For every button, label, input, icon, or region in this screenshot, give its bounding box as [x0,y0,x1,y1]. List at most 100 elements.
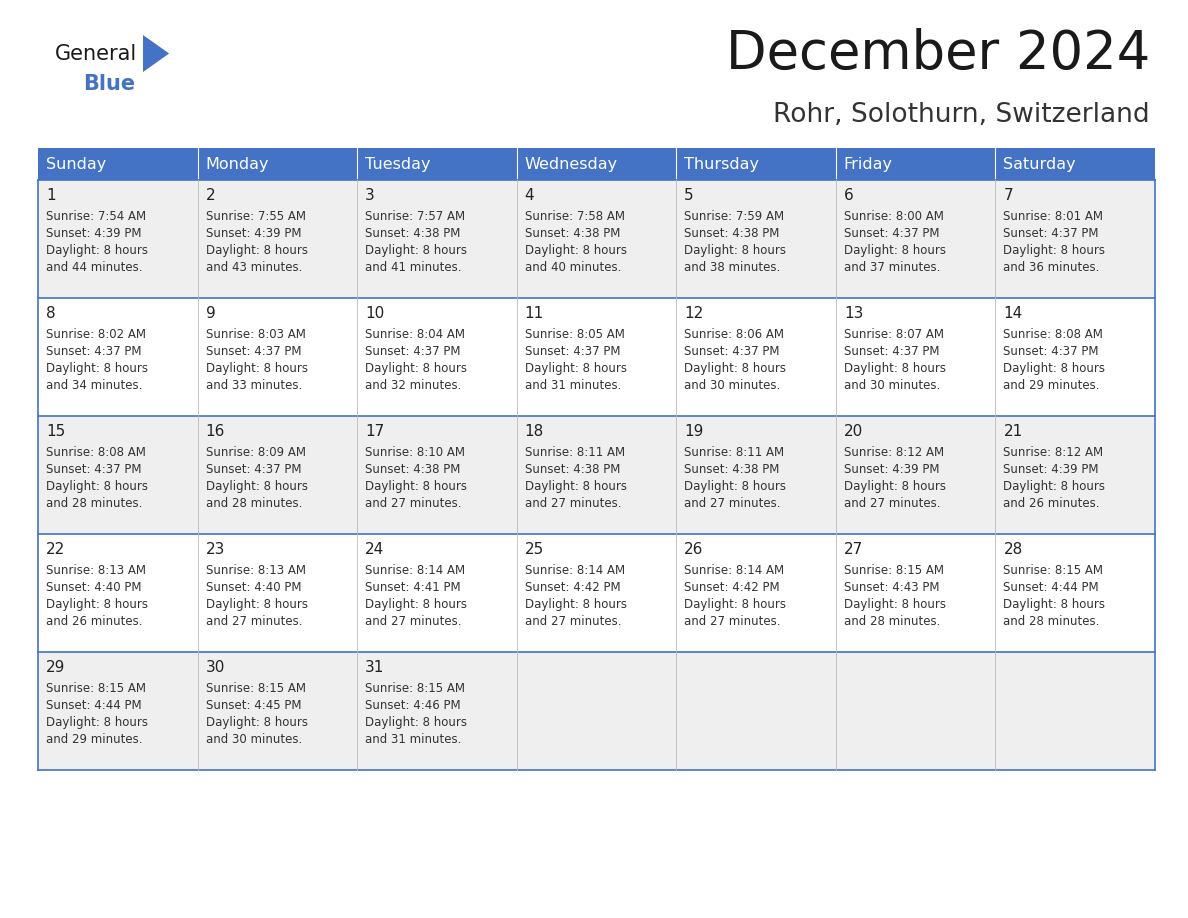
Text: Sunset: 4:37 PM: Sunset: 4:37 PM [525,345,620,358]
Text: and 30 minutes.: and 30 minutes. [684,379,781,392]
Text: Sunset: 4:39 PM: Sunset: 4:39 PM [46,227,141,240]
Text: Sunset: 4:37 PM: Sunset: 4:37 PM [843,345,940,358]
Text: December 2024: December 2024 [726,28,1150,80]
Text: 3: 3 [365,188,375,203]
Text: Sunrise: 7:55 AM: Sunrise: 7:55 AM [206,210,305,223]
Bar [836,148,996,180]
Text: and 26 minutes.: and 26 minutes. [46,615,143,628]
Text: Sunrise: 8:15 AM: Sunrise: 8:15 AM [46,682,146,695]
Text: Sunrise: 8:15 AM: Sunrise: 8:15 AM [206,682,305,695]
Text: Daylight: 8 hours: Daylight: 8 hours [525,362,627,375]
Text: and 32 minutes.: and 32 minutes. [365,379,461,392]
Text: Sunset: 4:46 PM: Sunset: 4:46 PM [365,699,461,712]
Text: 12: 12 [684,306,703,321]
Text: Sunset: 4:37 PM: Sunset: 4:37 PM [206,345,301,358]
Text: Sunset: 4:37 PM: Sunset: 4:37 PM [46,345,141,358]
Text: and 37 minutes.: and 37 minutes. [843,261,940,274]
Text: and 27 minutes.: and 27 minutes. [843,497,941,510]
Text: and 28 minutes.: and 28 minutes. [46,497,143,510]
Text: Daylight: 8 hours: Daylight: 8 hours [206,598,308,611]
Text: Sunset: 4:38 PM: Sunset: 4:38 PM [525,227,620,240]
Text: Daylight: 8 hours: Daylight: 8 hours [525,598,627,611]
Bar [38,652,1155,770]
Text: 27: 27 [843,542,864,557]
Bar [38,534,1155,652]
Text: Sunset: 4:39 PM: Sunset: 4:39 PM [1004,463,1099,476]
Text: 16: 16 [206,424,225,439]
Text: 19: 19 [684,424,703,439]
Text: Daylight: 8 hours: Daylight: 8 hours [1004,362,1105,375]
Text: Friday: Friday [843,156,893,172]
Text: and 30 minutes.: and 30 minutes. [843,379,940,392]
Text: Sunset: 4:38 PM: Sunset: 4:38 PM [365,227,461,240]
Text: 21: 21 [1004,424,1023,439]
Text: Sunrise: 8:02 AM: Sunrise: 8:02 AM [46,328,146,341]
Text: Sunrise: 8:12 AM: Sunrise: 8:12 AM [843,446,944,459]
Text: 7: 7 [1004,188,1013,203]
Bar [517,148,676,180]
Text: Rohr, Solothurn, Switzerland: Rohr, Solothurn, Switzerland [773,102,1150,128]
Bar [38,148,197,180]
Text: Daylight: 8 hours: Daylight: 8 hours [46,598,148,611]
Text: Sunrise: 8:06 AM: Sunrise: 8:06 AM [684,328,784,341]
Text: 6: 6 [843,188,854,203]
Text: and 28 minutes.: and 28 minutes. [843,615,940,628]
Text: Sunrise: 8:15 AM: Sunrise: 8:15 AM [1004,564,1104,577]
Text: Daylight: 8 hours: Daylight: 8 hours [46,716,148,729]
Text: and 36 minutes.: and 36 minutes. [1004,261,1100,274]
Text: 1: 1 [46,188,56,203]
Text: Sunset: 4:43 PM: Sunset: 4:43 PM [843,581,940,594]
Text: 5: 5 [684,188,694,203]
Text: Sunrise: 8:03 AM: Sunrise: 8:03 AM [206,328,305,341]
Text: Sunset: 4:37 PM: Sunset: 4:37 PM [684,345,779,358]
Text: Sunrise: 8:07 AM: Sunrise: 8:07 AM [843,328,943,341]
Text: and 44 minutes.: and 44 minutes. [46,261,143,274]
Text: Sunset: 4:41 PM: Sunset: 4:41 PM [365,581,461,594]
Bar [38,180,1155,298]
Text: Sunset: 4:44 PM: Sunset: 4:44 PM [1004,581,1099,594]
Text: Daylight: 8 hours: Daylight: 8 hours [1004,480,1105,493]
Text: Sunset: 4:39 PM: Sunset: 4:39 PM [206,227,301,240]
Text: 31: 31 [365,660,385,675]
Text: Sunrise: 8:14 AM: Sunrise: 8:14 AM [525,564,625,577]
Text: Daylight: 8 hours: Daylight: 8 hours [206,716,308,729]
Text: Sunrise: 8:11 AM: Sunrise: 8:11 AM [525,446,625,459]
Text: Daylight: 8 hours: Daylight: 8 hours [843,598,946,611]
Text: Daylight: 8 hours: Daylight: 8 hours [843,480,946,493]
Text: and 31 minutes.: and 31 minutes. [365,733,461,746]
Text: and 30 minutes.: and 30 minutes. [206,733,302,746]
Text: Sunset: 4:45 PM: Sunset: 4:45 PM [206,699,301,712]
Text: and 29 minutes.: and 29 minutes. [1004,379,1100,392]
Text: and 43 minutes.: and 43 minutes. [206,261,302,274]
Text: 22: 22 [46,542,65,557]
Text: Sunrise: 8:14 AM: Sunrise: 8:14 AM [365,564,466,577]
Text: Sunset: 4:38 PM: Sunset: 4:38 PM [525,463,620,476]
Bar [996,148,1155,180]
Text: Blue: Blue [83,74,135,94]
Bar [38,298,1155,416]
Text: and 27 minutes.: and 27 minutes. [365,497,462,510]
Text: Sunset: 4:42 PM: Sunset: 4:42 PM [525,581,620,594]
Text: Sunset: 4:37 PM: Sunset: 4:37 PM [365,345,461,358]
Text: and 27 minutes.: and 27 minutes. [684,497,781,510]
Text: Sunset: 4:37 PM: Sunset: 4:37 PM [1004,345,1099,358]
Text: Daylight: 8 hours: Daylight: 8 hours [46,480,148,493]
Text: Sunrise: 8:15 AM: Sunrise: 8:15 AM [365,682,466,695]
Text: 26: 26 [684,542,703,557]
Text: Daylight: 8 hours: Daylight: 8 hours [525,244,627,257]
Text: Daylight: 8 hours: Daylight: 8 hours [843,244,946,257]
Text: Daylight: 8 hours: Daylight: 8 hours [365,716,467,729]
Text: 29: 29 [46,660,65,675]
Text: Daylight: 8 hours: Daylight: 8 hours [365,362,467,375]
Text: 13: 13 [843,306,864,321]
Text: and 28 minutes.: and 28 minutes. [206,497,302,510]
Text: Daylight: 8 hours: Daylight: 8 hours [843,362,946,375]
Text: 4: 4 [525,188,535,203]
Text: Sunset: 4:39 PM: Sunset: 4:39 PM [843,463,940,476]
Text: and 27 minutes.: and 27 minutes. [525,497,621,510]
Text: Tuesday: Tuesday [365,156,430,172]
Text: Sunset: 4:37 PM: Sunset: 4:37 PM [843,227,940,240]
Text: Sunrise: 8:14 AM: Sunrise: 8:14 AM [684,564,784,577]
Text: and 34 minutes.: and 34 minutes. [46,379,143,392]
Text: Daylight: 8 hours: Daylight: 8 hours [684,244,786,257]
